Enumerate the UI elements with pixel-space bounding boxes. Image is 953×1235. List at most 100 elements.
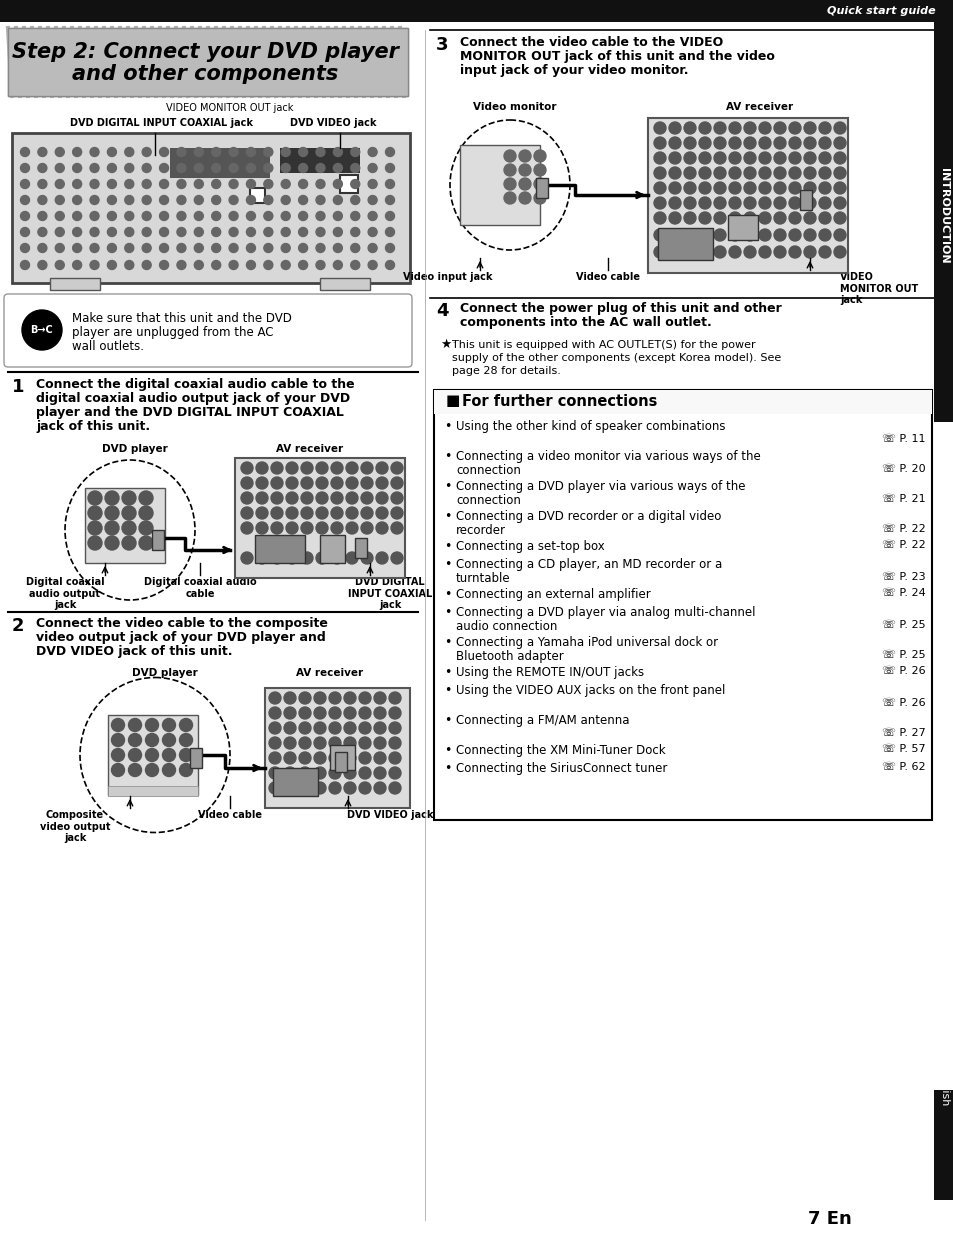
Circle shape <box>229 163 238 173</box>
Circle shape <box>314 752 326 764</box>
Circle shape <box>389 722 400 734</box>
Text: Connecting the SiriusConnect tuner: Connecting the SiriusConnect tuner <box>456 762 667 776</box>
Circle shape <box>368 163 376 173</box>
Circle shape <box>90 261 99 269</box>
Circle shape <box>269 722 281 734</box>
Text: audio connection: audio connection <box>456 620 557 634</box>
Circle shape <box>773 152 785 164</box>
Circle shape <box>833 198 845 209</box>
FancyBboxPatch shape <box>339 175 357 193</box>
Circle shape <box>139 506 152 520</box>
Circle shape <box>55 211 64 221</box>
Circle shape <box>298 195 307 205</box>
Circle shape <box>391 477 402 489</box>
Circle shape <box>833 137 845 149</box>
Circle shape <box>281 147 290 157</box>
Circle shape <box>788 137 801 149</box>
Circle shape <box>759 212 770 224</box>
Circle shape <box>88 521 102 535</box>
Circle shape <box>375 492 388 504</box>
Circle shape <box>72 179 82 189</box>
Text: For further connections: For further connections <box>461 394 657 409</box>
Text: Using the REMOTE IN/OUT jacks: Using the REMOTE IN/OUT jacks <box>456 666 643 679</box>
Circle shape <box>351 243 359 252</box>
Text: and other components: and other components <box>71 64 337 84</box>
Text: player and the DVD DIGITAL INPUT COAXIAL: player and the DVD DIGITAL INPUT COAXIAL <box>36 406 343 419</box>
Text: DVD VIDEO jack of this unit.: DVD VIDEO jack of this unit. <box>36 645 233 658</box>
Circle shape <box>241 522 253 534</box>
Text: player are unplugged from the AC: player are unplugged from the AC <box>71 326 274 338</box>
Circle shape <box>351 195 359 205</box>
Circle shape <box>683 137 696 149</box>
Circle shape <box>331 462 343 474</box>
Circle shape <box>329 752 340 764</box>
Circle shape <box>298 261 307 269</box>
Circle shape <box>368 195 376 205</box>
Circle shape <box>269 706 281 719</box>
Circle shape <box>759 167 770 179</box>
Circle shape <box>298 211 307 221</box>
FancyBboxPatch shape <box>800 190 811 210</box>
Circle shape <box>346 552 357 564</box>
Circle shape <box>375 477 388 489</box>
Text: •: • <box>443 743 451 757</box>
Text: Digital coaxial audio
cable: Digital coaxial audio cable <box>144 577 256 599</box>
Circle shape <box>773 182 785 194</box>
Circle shape <box>159 195 169 205</box>
Circle shape <box>534 178 545 190</box>
Circle shape <box>344 782 355 794</box>
Text: Connecting a video monitor via various ways of the: Connecting a video monitor via various w… <box>456 450 760 463</box>
Circle shape <box>385 179 395 189</box>
Circle shape <box>358 782 371 794</box>
Circle shape <box>129 763 141 777</box>
Text: ☏ P. 22: ☏ P. 22 <box>882 540 925 550</box>
Circle shape <box>20 211 30 221</box>
Circle shape <box>333 179 342 189</box>
Circle shape <box>728 167 740 179</box>
Circle shape <box>333 261 342 269</box>
Text: input jack of your video monitor.: input jack of your video monitor. <box>459 64 688 77</box>
Circle shape <box>298 692 311 704</box>
Circle shape <box>146 763 158 777</box>
Circle shape <box>38 179 47 189</box>
Circle shape <box>122 492 136 505</box>
Circle shape <box>358 692 371 704</box>
Circle shape <box>298 227 307 236</box>
Circle shape <box>329 706 340 719</box>
Circle shape <box>699 228 710 241</box>
FancyBboxPatch shape <box>108 785 198 797</box>
Circle shape <box>176 227 186 236</box>
Circle shape <box>668 122 680 135</box>
Circle shape <box>281 227 290 236</box>
Circle shape <box>534 164 545 177</box>
Text: jack of this unit.: jack of this unit. <box>36 420 150 433</box>
Circle shape <box>375 522 388 534</box>
Circle shape <box>713 122 725 135</box>
Circle shape <box>385 195 395 205</box>
Circle shape <box>255 462 268 474</box>
Circle shape <box>90 195 99 205</box>
Circle shape <box>298 179 307 189</box>
Circle shape <box>368 179 376 189</box>
Text: Digital coaxial
audio output
jack: Digital coaxial audio output jack <box>26 577 104 610</box>
Circle shape <box>269 737 281 748</box>
Circle shape <box>389 706 400 719</box>
Text: LINE IN 2: LINE IN 2 <box>461 172 493 178</box>
Text: ☏ P. 25: ☏ P. 25 <box>882 650 925 659</box>
FancyBboxPatch shape <box>434 390 931 820</box>
Circle shape <box>55 195 64 205</box>
Circle shape <box>255 522 268 534</box>
Text: •: • <box>443 588 451 601</box>
Circle shape <box>194 195 203 205</box>
Text: Using the VIDEO AUX jacks on the front panel: Using the VIDEO AUX jacks on the front p… <box>456 684 724 697</box>
Circle shape <box>389 737 400 748</box>
Circle shape <box>90 227 99 236</box>
Circle shape <box>654 167 665 179</box>
Circle shape <box>654 122 665 135</box>
Circle shape <box>298 163 307 173</box>
Circle shape <box>375 552 388 564</box>
Text: Bluetooth adapter: Bluetooth adapter <box>456 650 563 663</box>
Circle shape <box>389 692 400 704</box>
Circle shape <box>503 149 516 162</box>
Circle shape <box>360 462 373 474</box>
